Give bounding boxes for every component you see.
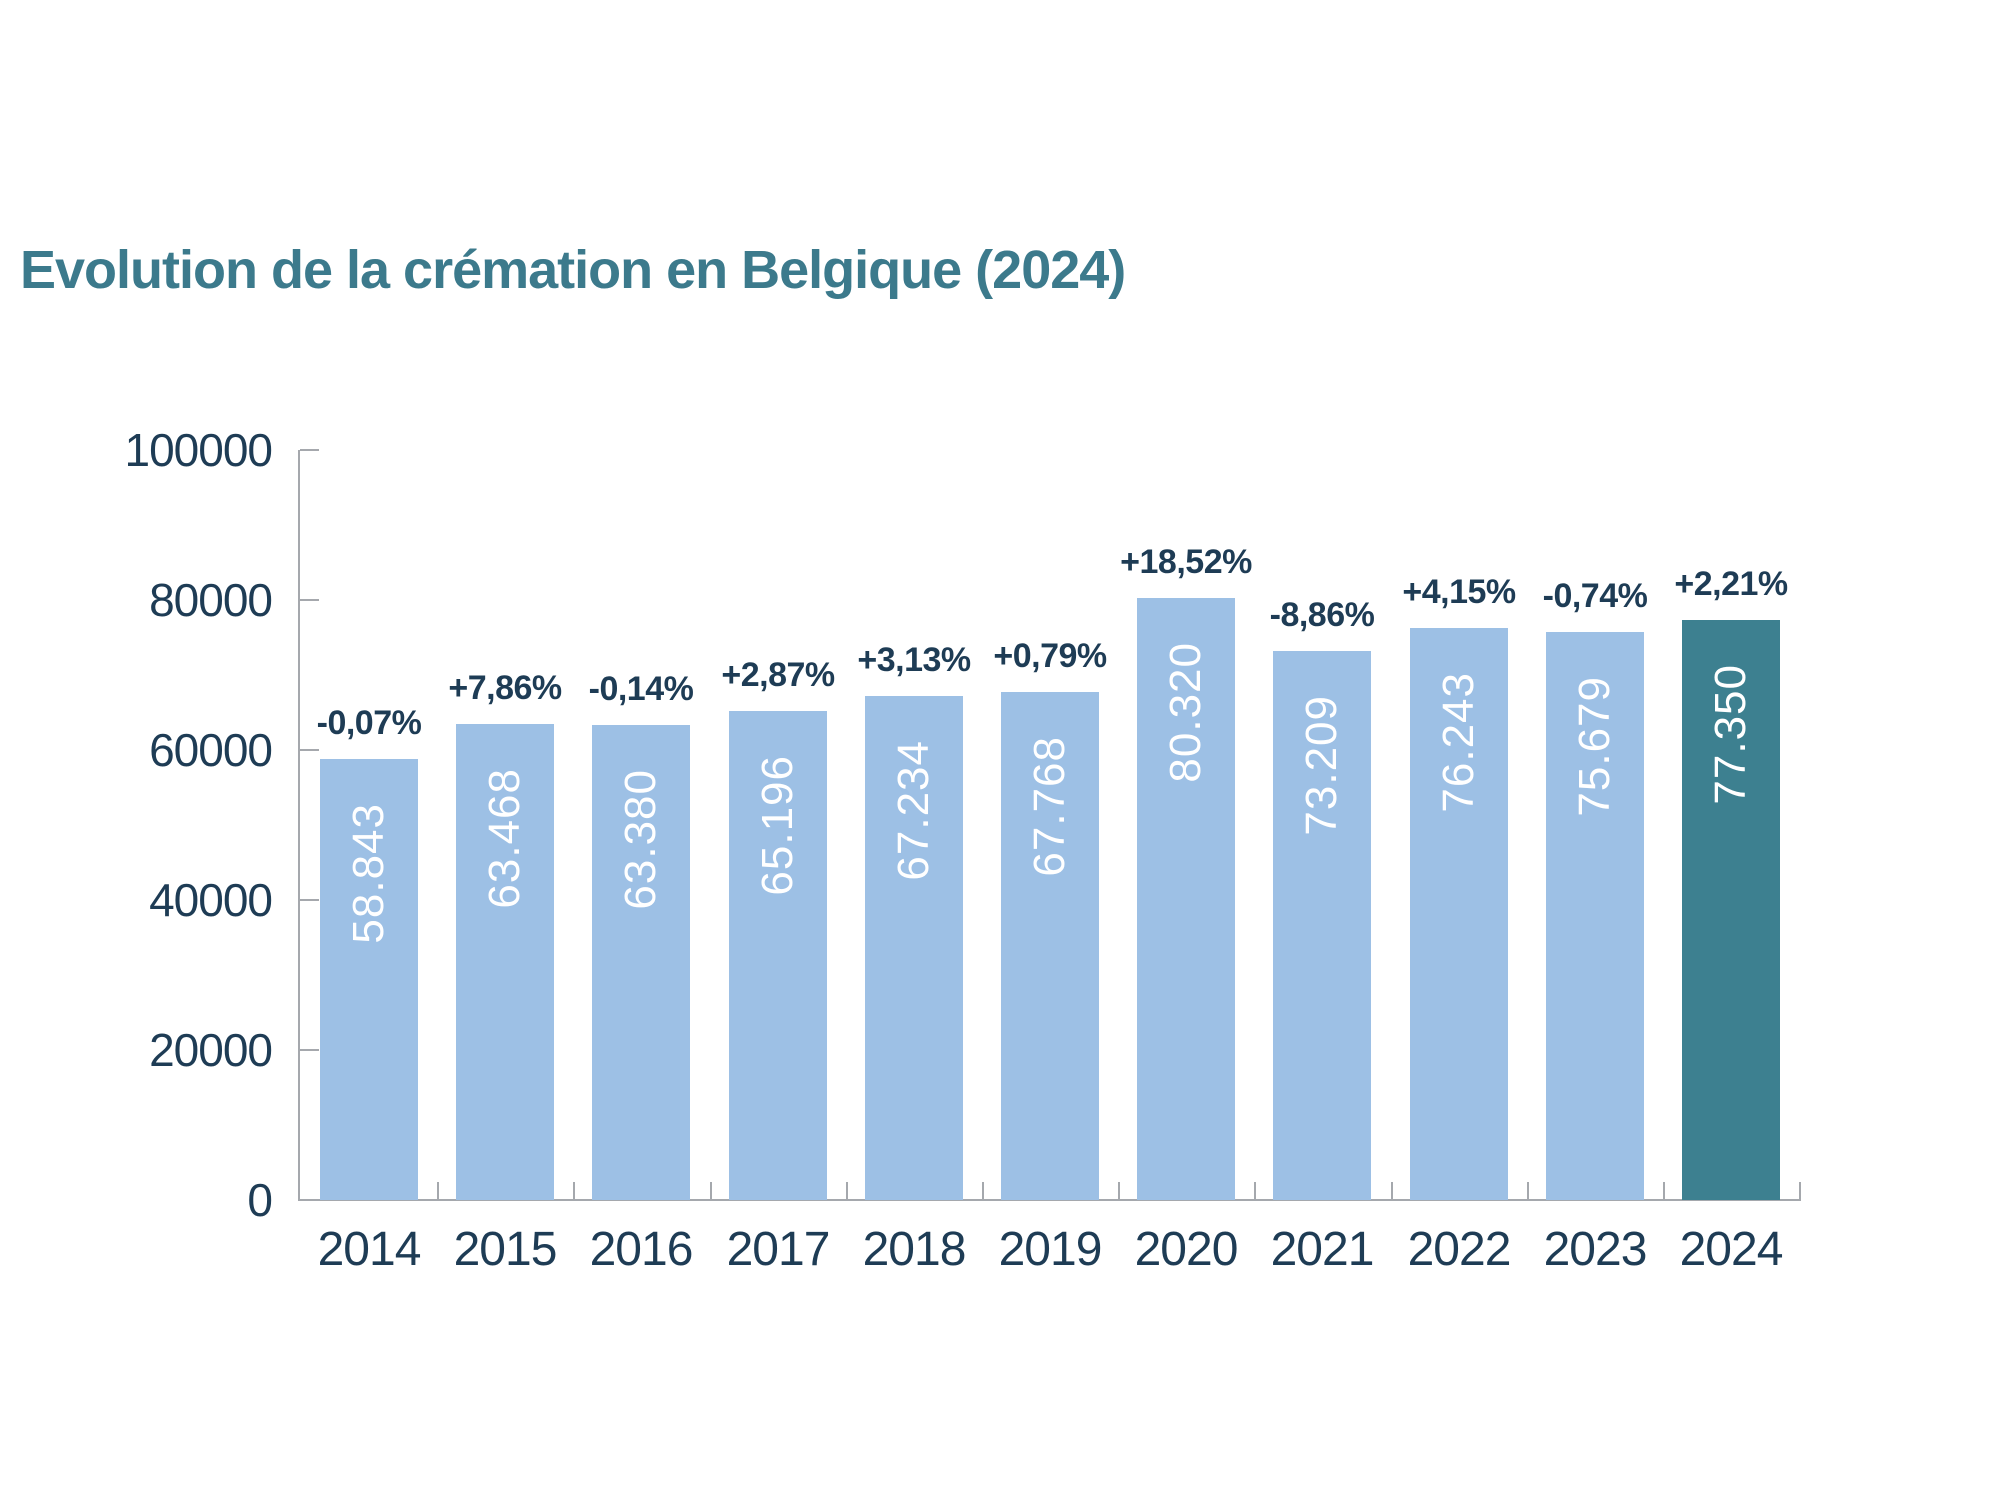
x-axis-tick: [1799, 1182, 1801, 1200]
x-axis-tick: [710, 1182, 712, 1200]
bar-2019: 67.768: [1001, 692, 1099, 1200]
bar-value-wrap: 75.679: [1546, 676, 1644, 817]
x-axis-tick: [1663, 1182, 1665, 1200]
y-axis-label: 0: [247, 1174, 273, 1226]
bar-value-wrap: 67.768: [1001, 736, 1099, 877]
bar-value-label: 63.468: [479, 768, 529, 909]
bar-2016: 63.380: [592, 725, 690, 1200]
y-axis-tick: [300, 1049, 319, 1051]
x-axis-label-2018: 2018: [862, 1223, 967, 1276]
pct-change-label-2024: +2,21%: [1674, 565, 1788, 603]
pct-change-label-2018: +3,13%: [857, 641, 971, 679]
bar-value-label: 58.843: [343, 803, 393, 944]
x-axis-label-2024: 2024: [1679, 1223, 1784, 1276]
x-axis-tick: [982, 1182, 984, 1200]
x-axis-tick: [573, 1182, 575, 1200]
bar-value-label: 67.234: [888, 740, 938, 881]
y-axis-label: 40000: [149, 874, 273, 926]
y-axis-tick: [300, 899, 319, 901]
bar-2018: 67.234: [865, 696, 963, 1200]
x-axis-tick: [1254, 1182, 1256, 1200]
bar-2024: 77.350: [1682, 620, 1780, 1200]
bar-value-wrap: 80.320: [1137, 642, 1235, 783]
bar-value-wrap: 65.196: [729, 755, 827, 896]
x-axis-label-2015: 2015: [453, 1223, 558, 1276]
pct-change-label-2014: -0,07%: [316, 704, 422, 742]
bar-value-wrap: 77.350: [1682, 664, 1780, 805]
bar-value-label: 63.380: [615, 769, 665, 910]
bar-value-label: 80.320: [1160, 642, 1210, 783]
y-axis-label: 80000: [149, 574, 273, 626]
bar-2017: 65.196: [729, 711, 827, 1200]
y-axis-tick: [300, 599, 319, 601]
y-axis-tick: [300, 449, 319, 451]
y-axis-label: 100000: [124, 424, 274, 476]
pct-change-label-2023: -0,74%: [1542, 577, 1648, 615]
x-axis-tick: [846, 1182, 848, 1200]
x-axis-tick: [1118, 1182, 1120, 1200]
bar-value-label: 75.679: [1569, 676, 1619, 817]
x-axis-label-2016: 2016: [589, 1223, 694, 1276]
y-axis-label: 60000: [149, 724, 273, 776]
pct-change-label-2015: +7,86%: [448, 669, 562, 707]
bar-value-wrap: 63.468: [456, 768, 554, 909]
x-axis-tick: [1391, 1182, 1393, 1200]
bar-2022: 76.243: [1410, 628, 1508, 1200]
bar-2023: 75.679: [1546, 632, 1644, 1200]
bar-2015: 63.468: [456, 724, 554, 1200]
pct-change-label-2021: -8,86%: [1269, 596, 1375, 634]
x-axis-line: [298, 1199, 1801, 1201]
pct-change-label-2019: +0,79%: [993, 637, 1107, 675]
bar-value-wrap: 58.843: [320, 803, 418, 944]
x-axis-label-2022: 2022: [1407, 1223, 1512, 1276]
bar-value-label: 77.350: [1705, 664, 1755, 805]
bar-value-label: 67.768: [1024, 736, 1074, 877]
pct-change-label-2017: +2,87%: [721, 656, 835, 694]
bar-value-wrap: 73.209: [1273, 695, 1371, 836]
pct-change-label-2020: +18,52%: [1120, 543, 1252, 581]
bar-value-wrap: 63.380: [592, 769, 690, 910]
bar-value-label: 65.196: [752, 755, 802, 896]
bar-2014: 58.843: [320, 759, 418, 1200]
bar-value-label: 76.243: [1433, 672, 1483, 813]
x-axis-tick: [1527, 1182, 1529, 1200]
pct-change-label-2016: -0,14%: [588, 670, 694, 708]
x-axis-label-2017: 2017: [726, 1223, 831, 1276]
x-axis-label-2023: 2023: [1543, 1223, 1648, 1276]
x-axis-label-2021: 2021: [1270, 1223, 1375, 1276]
x-axis-label-2020: 2020: [1134, 1223, 1239, 1276]
bar-2020: 80.320: [1137, 598, 1235, 1200]
x-axis-tick: [437, 1182, 439, 1200]
y-axis-tick: [300, 749, 319, 751]
y-axis-label: 20000: [149, 1024, 273, 1076]
bar-value-wrap: 76.243: [1410, 672, 1508, 813]
bar-value-label: 73.209: [1296, 695, 1346, 836]
pct-change-label-2022: +4,15%: [1402, 573, 1516, 611]
chart-title: Evolution de la crémation en Belgique (2…: [20, 240, 1126, 300]
y-axis-line: [298, 450, 300, 1201]
x-axis-label-2014: 2014: [317, 1223, 422, 1276]
x-axis-label-2019: 2019: [998, 1223, 1103, 1276]
bar-2021: 73.209: [1273, 651, 1371, 1200]
bar-value-wrap: 67.234: [865, 740, 963, 881]
